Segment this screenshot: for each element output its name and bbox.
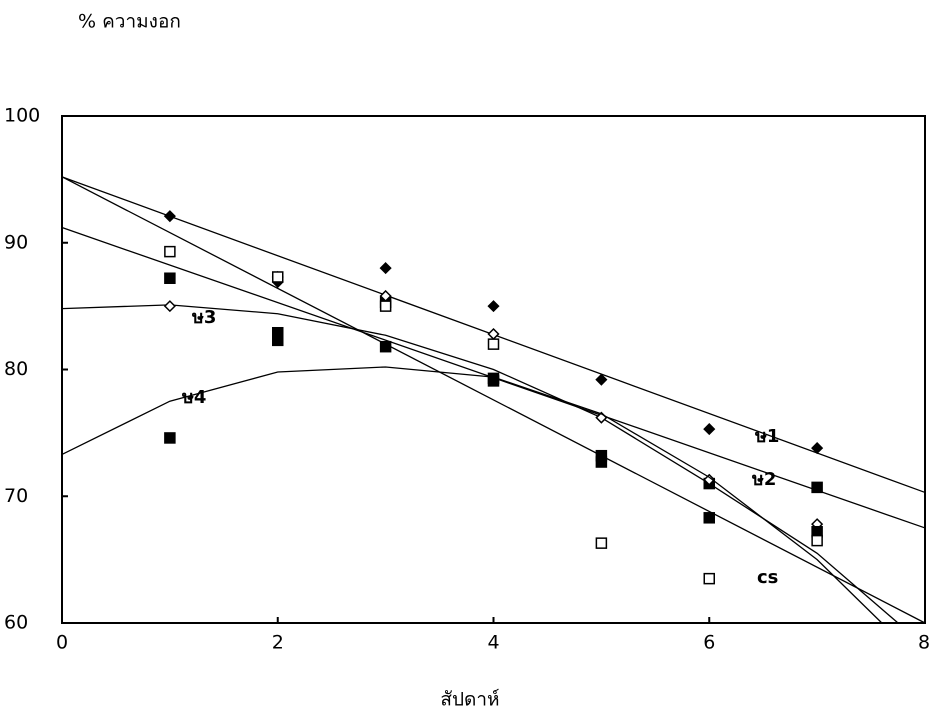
point	[489, 329, 499, 339]
point	[165, 247, 175, 257]
point	[165, 273, 175, 283]
line-label: ษ3	[192, 307, 216, 328]
point	[165, 433, 175, 443]
x-tick-label: 8	[918, 632, 930, 654]
x-tick-label: 6	[703, 632, 715, 654]
point	[596, 538, 606, 548]
point	[704, 424, 714, 434]
point	[489, 301, 499, 311]
point	[812, 482, 822, 492]
y-tick-label: 100	[4, 105, 40, 127]
point	[489, 339, 499, 349]
point	[596, 457, 606, 467]
point	[273, 335, 283, 345]
y-tick-label: 60	[4, 612, 28, 634]
y-tick-label: 70	[4, 485, 28, 507]
x-tick-label: 4	[487, 632, 499, 654]
y-tick-label: 90	[4, 231, 28, 253]
line-label: ษ1	[755, 426, 779, 447]
point	[596, 375, 606, 385]
chart: % ความงอก สัปดาห์ 0 2 4 6 8 60 70 80 90 100 ษ1 ษ2 ษ3…	[0, 0, 931, 720]
point	[165, 211, 175, 221]
point	[704, 513, 714, 523]
y-tick-label: 80	[4, 358, 28, 380]
line-label: ษ2	[752, 469, 776, 490]
x-tick-label: 0	[56, 632, 68, 654]
point	[381, 301, 391, 311]
point	[165, 301, 175, 311]
line-label: cs	[757, 567, 778, 588]
point	[704, 574, 714, 584]
x-tick-label: 2	[272, 632, 284, 654]
point	[489, 376, 499, 386]
point	[812, 536, 822, 546]
line-label: ษ4	[182, 387, 206, 408]
point	[381, 263, 391, 273]
y-axis-label: % ความงอก	[78, 11, 181, 33]
x-axis-label: สัปดาห์	[440, 689, 499, 711]
point	[273, 272, 283, 282]
